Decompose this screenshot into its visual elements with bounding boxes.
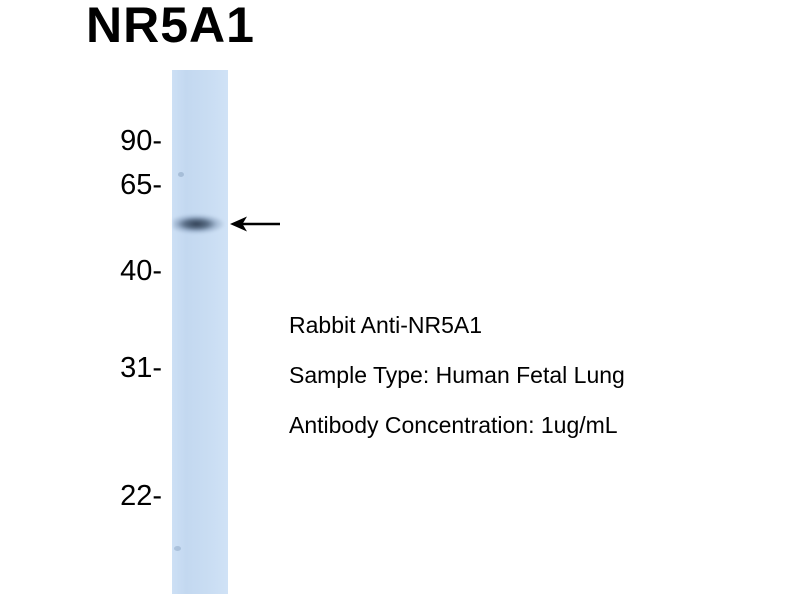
annotation-sample-type: Sample Type: Human Fetal Lung <box>289 362 625 388</box>
lane-speck <box>178 172 184 177</box>
left-arrow-icon <box>230 216 280 232</box>
mw-marker-22: 22- <box>120 480 162 512</box>
figure-title: NR5A1 <box>86 0 255 53</box>
mw-marker-65: 65- <box>120 169 162 201</box>
mw-marker-31: 31- <box>120 352 162 384</box>
protein-band <box>173 212 225 236</box>
mw-marker-40: 40- <box>120 255 162 287</box>
annotation-concentration: Antibody Concentration: 1ug/mL <box>289 412 618 438</box>
blot-lane <box>172 70 228 594</box>
mw-marker-90: 90- <box>120 125 162 157</box>
lane-speck <box>174 546 181 551</box>
annotation-antibody: Rabbit Anti-NR5A1 <box>289 312 483 338</box>
